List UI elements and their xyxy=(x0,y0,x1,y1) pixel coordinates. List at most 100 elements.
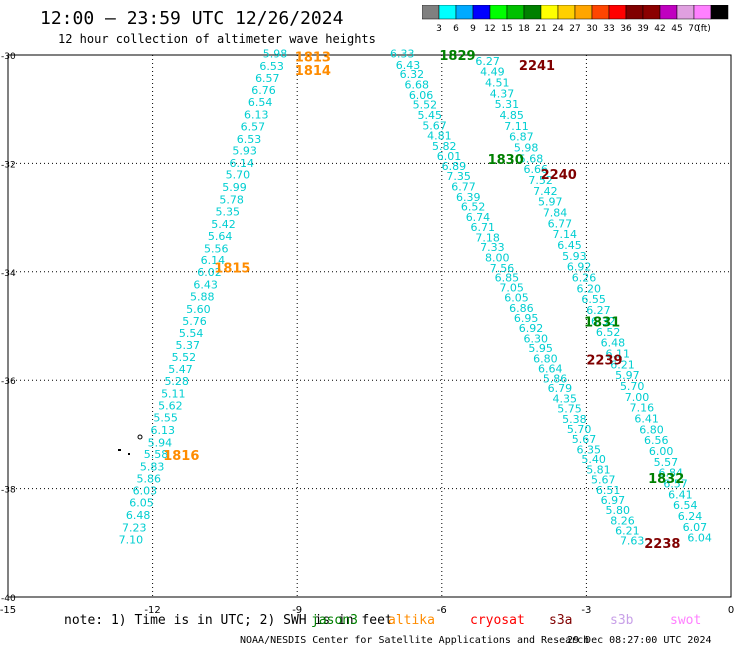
wave-height-value: 6.80 xyxy=(533,352,558,365)
pass-time-label: 1813 xyxy=(295,51,331,66)
wave-height-value: 5.45 xyxy=(418,109,443,122)
wave-height-value: 6.54 xyxy=(248,96,273,109)
wave-height-value: 5.58 xyxy=(144,448,169,461)
colorbar-tick: 39 xyxy=(637,24,649,34)
wave-height-value: 5.70 xyxy=(226,169,251,182)
wave-height-value: 5.95 xyxy=(528,342,553,355)
pass-time-label: 2241 xyxy=(519,59,555,74)
wave-height-value: 5.81 xyxy=(586,463,611,476)
wave-height-value: 6.13 xyxy=(244,108,269,121)
wave-height-value: 6.33 xyxy=(390,48,415,61)
color-scale-legend: 3 6 9 12 15 18 21 24 27 30 33 36 39 42 45 70(ft) xyxy=(422,5,729,34)
wave-height-value: 6.05 xyxy=(129,496,154,509)
latitude-tick-label: -30 xyxy=(1,52,16,62)
wave-height-value: 6.20 xyxy=(577,282,602,295)
wave-height-value: 6.27 xyxy=(586,304,611,317)
wave-height-value: 6.71 xyxy=(471,221,496,234)
colorbar-swatch xyxy=(710,5,729,20)
wave-height-value: 6.89 xyxy=(442,160,467,173)
pass-time-label: 1815 xyxy=(214,261,250,276)
colorbar-tick: 9 xyxy=(470,24,476,34)
colorbar-tick: 45 xyxy=(671,24,682,34)
wave-height-value: 5.67 xyxy=(572,433,597,446)
wave-height-value: 8.26 xyxy=(610,514,635,527)
wave-height-value: 5.60 xyxy=(186,303,211,316)
wave-height-value: 6.80 xyxy=(639,423,664,436)
wave-height-value: 7.05 xyxy=(499,281,524,294)
satellite-s3a: s3a xyxy=(549,613,573,628)
wave-height-value: 6.51 xyxy=(596,484,621,497)
wave-height-value: 5.31 xyxy=(495,98,520,111)
wave-height-value: 4.85 xyxy=(499,109,524,122)
wave-height-value: 6.24 xyxy=(678,510,703,523)
wave-height-value: 6.87 xyxy=(509,131,534,144)
colorbar-tick: 6 xyxy=(453,24,459,34)
pass-time-label: 1814 xyxy=(295,64,331,79)
wave-height-value: 6.07 xyxy=(683,521,708,534)
colorbar-tick: 3 xyxy=(436,24,442,34)
wave-height-value: 5.99 xyxy=(222,181,247,194)
island-marker xyxy=(118,449,121,451)
wave-height-value: 6.43 xyxy=(193,279,218,292)
wave-height-value: 5.80 xyxy=(605,504,630,517)
wave-height-value: 5.28 xyxy=(164,375,189,388)
latitude-tick-label: -40 xyxy=(1,594,16,604)
colorbar-unit: (ft) xyxy=(697,24,711,34)
wave-height-value: 6.86 xyxy=(509,302,534,315)
colorbar-tick: 70 xyxy=(688,24,700,34)
wave-height-value: 4.37 xyxy=(490,87,515,100)
wave-height-value: 5.37 xyxy=(176,339,201,352)
colorbar-tick: 21 xyxy=(535,24,546,34)
wave-height-value: 5.52 xyxy=(172,351,197,364)
wave-height-value: 5.86 xyxy=(136,473,161,486)
wave-height-value: 6.00 xyxy=(649,445,674,458)
wave-height-value: 6.30 xyxy=(524,332,549,345)
wave-height-value: 6.77 xyxy=(451,181,476,194)
wave-height-value: 5.93 xyxy=(232,145,257,158)
wave-height-value: 7.63 xyxy=(620,534,645,547)
wave-height-value: 6.85 xyxy=(495,272,520,285)
wave-height-value: 8.00 xyxy=(485,252,510,265)
colorbar-tick: 42 xyxy=(654,24,665,34)
satellite-swot: swot xyxy=(670,613,702,628)
wave-height-value: 5.56 xyxy=(204,242,229,255)
wave-height-value: 6.41 xyxy=(634,412,659,425)
wave-height-value: 5.11 xyxy=(161,388,186,401)
wave-height-value: 6.35 xyxy=(577,443,602,456)
wave-height-value: 6.04 xyxy=(687,532,712,545)
wave-height-value: 5.76 xyxy=(182,315,207,328)
wave-height-value: 5.93 xyxy=(562,250,587,263)
wave-height-value: 5.98 xyxy=(263,48,288,61)
wave-height-value: 6.32 xyxy=(591,315,616,328)
footer-credit: NOAA/NESDIS Center for Satellite Applica… xyxy=(240,635,590,646)
wave-height-value: 6.01 xyxy=(437,150,462,163)
longitude-tick-label: -15 xyxy=(0,605,16,616)
wave-height-value: 6.92 xyxy=(567,261,592,274)
wave-height-value: 6.68 xyxy=(404,79,429,92)
wave-height-value: 5.67 xyxy=(422,119,447,132)
wave-height-value: 5.42 xyxy=(211,218,236,231)
colorbar-tick: 27 xyxy=(569,24,580,34)
wave-height-value: 6.74 xyxy=(466,211,491,224)
wave-height-value: 5.47 xyxy=(168,363,193,376)
satellite-altika: altika xyxy=(388,613,435,628)
wave-height-value: 5.68 xyxy=(519,152,544,165)
wave-height-value: 6.76 xyxy=(251,84,276,97)
wave-height-value: 7.33 xyxy=(480,241,505,254)
wave-height-value: 6.27 xyxy=(475,55,500,68)
colorbar-tick: 15 xyxy=(501,24,512,34)
wave-height-value: 5.64 xyxy=(208,230,233,243)
pass-time-label: 2238 xyxy=(644,537,680,552)
wave-height-value: 6.43 xyxy=(396,59,421,72)
wave-height-value: 6.53 xyxy=(237,133,262,146)
wave-height-value: 4.49 xyxy=(480,66,505,79)
wave-height-value: 5.57 xyxy=(654,456,679,469)
pass-time-label: 2239 xyxy=(586,354,622,369)
wave-height-value: 7.52 xyxy=(528,174,553,187)
wave-height-value: 4.81 xyxy=(427,130,452,143)
wave-height-value: 6.56 xyxy=(644,434,669,447)
pass-time-label: 1831 xyxy=(584,316,620,331)
wave-height-value: 6.95 xyxy=(514,312,539,325)
wave-height-value: 6.52 xyxy=(461,201,486,214)
wave-height-value: 6.14 xyxy=(201,254,226,267)
